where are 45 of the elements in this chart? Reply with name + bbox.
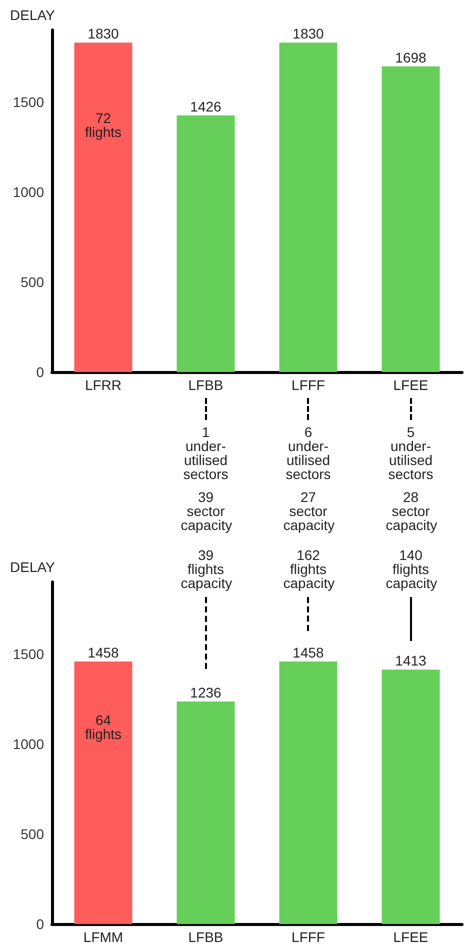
data-label: 1698	[395, 49, 427, 66]
annotation: 162 flights capacity	[283, 547, 335, 591]
x-tick-label: LFEE	[393, 377, 428, 393]
x-tick-label: LFBB	[188, 377, 224, 393]
text: 1 under-utilised sectors	[182, 424, 230, 482]
bar	[279, 662, 338, 924]
y-tick-label: 1000	[12, 184, 44, 200]
annotation: 39 flights capacity	[180, 547, 232, 591]
y-tick-label: 0	[36, 916, 44, 932]
text: 39 sector capacity	[180, 489, 232, 533]
annotation: 64 flights	[84, 712, 123, 742]
x-tick-label: LFMM	[83, 929, 124, 945]
x-tick-label: LFRR	[84, 377, 122, 393]
data-label: 1458	[292, 644, 324, 661]
y-axis-title: DELAY	[10, 559, 56, 575]
data-label: 1426	[190, 98, 222, 114]
bar	[382, 66, 440, 372]
y-tick-label: 500	[20, 826, 44, 842]
y-tick-label: 500	[20, 274, 44, 290]
text: 6 under-utilised sectors	[284, 424, 332, 482]
annotation: 72 flights	[84, 110, 123, 140]
text: 27 sector capacity	[283, 489, 335, 533]
x-tick-label: LFFF	[292, 377, 325, 393]
x-tick-label: LFEE	[393, 929, 428, 945]
data-label: 1830	[292, 26, 324, 42]
bar	[74, 42, 132, 372]
bar	[279, 42, 338, 372]
data-label: 1236	[190, 684, 222, 701]
text: 5 under-utilised sectors	[387, 424, 434, 482]
bar	[176, 702, 235, 924]
x-tick-label: LFBB	[188, 929, 224, 945]
bar	[382, 670, 440, 924]
y-tick-label: 1500	[12, 646, 44, 662]
y-axis-title: DELAY	[10, 7, 56, 23]
data-label: 1413	[395, 652, 427, 669]
data-label: 1458	[88, 644, 120, 661]
text: 28 sector capacity	[386, 489, 438, 533]
y-tick-label: 1500	[12, 94, 44, 110]
annotation: 140 flights capacity	[386, 547, 438, 591]
y-tick-label: 1000	[12, 736, 44, 752]
x-tick-label: LFFF	[292, 929, 325, 945]
bar	[176, 115, 235, 372]
data-label: 1830	[88, 26, 120, 42]
y-tick-label: 0	[36, 364, 44, 380]
bar	[74, 662, 132, 924]
